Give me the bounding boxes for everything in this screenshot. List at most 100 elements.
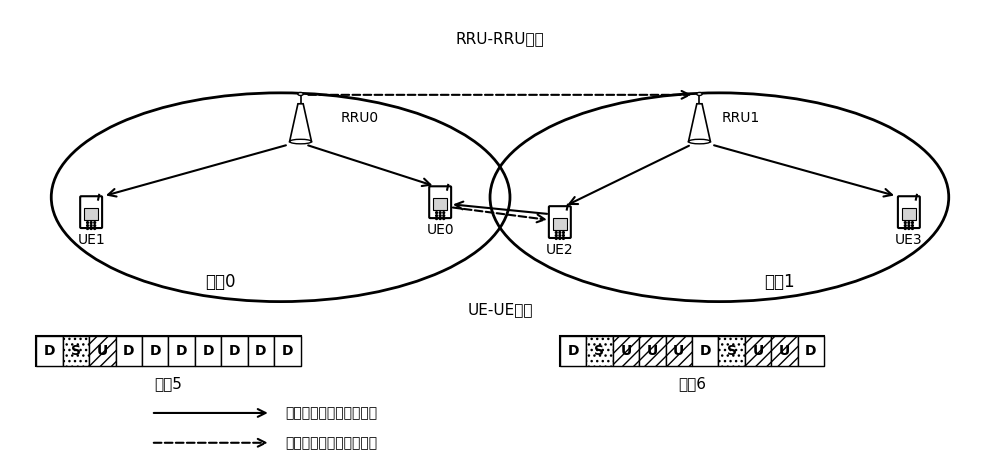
Text: D: D xyxy=(699,344,711,358)
Circle shape xyxy=(908,222,910,223)
Bar xyxy=(433,198,447,210)
Bar xyxy=(195,337,221,366)
FancyBboxPatch shape xyxy=(80,196,102,228)
Bar xyxy=(613,337,639,366)
Bar xyxy=(116,337,142,366)
Text: D: D xyxy=(229,344,240,358)
Bar xyxy=(36,337,63,366)
Circle shape xyxy=(443,215,445,217)
Bar xyxy=(560,337,824,366)
Text: D: D xyxy=(255,344,267,358)
Circle shape xyxy=(443,218,445,219)
Circle shape xyxy=(559,235,561,236)
Circle shape xyxy=(94,228,96,229)
Circle shape xyxy=(90,225,92,227)
Text: U: U xyxy=(673,344,684,358)
Polygon shape xyxy=(290,104,312,142)
Circle shape xyxy=(563,232,564,234)
Circle shape xyxy=(436,215,437,217)
Circle shape xyxy=(436,218,437,219)
Circle shape xyxy=(439,218,441,219)
Text: S: S xyxy=(594,344,604,358)
Text: D: D xyxy=(202,344,214,358)
Bar xyxy=(248,337,274,366)
Circle shape xyxy=(87,222,88,223)
Circle shape xyxy=(563,235,564,236)
Circle shape xyxy=(912,225,913,227)
FancyBboxPatch shape xyxy=(898,196,920,228)
Text: U: U xyxy=(647,344,658,358)
Text: U: U xyxy=(97,344,108,358)
Text: D: D xyxy=(44,344,55,358)
Text: U: U xyxy=(620,344,632,358)
Polygon shape xyxy=(688,104,710,142)
Text: 小区1: 小区1 xyxy=(764,273,795,291)
Circle shape xyxy=(90,228,92,229)
Circle shape xyxy=(559,232,561,234)
Text: UE-UE干扰: UE-UE干扰 xyxy=(467,302,533,317)
Bar xyxy=(692,337,718,366)
Text: 配的5: 配的5 xyxy=(154,377,182,392)
Circle shape xyxy=(555,232,557,234)
Circle shape xyxy=(87,228,88,229)
Text: UE0: UE0 xyxy=(426,223,454,237)
Text: 接入子帧期间的干扰信号: 接入子帧期间的干扰信号 xyxy=(286,436,378,450)
Circle shape xyxy=(87,225,88,227)
Circle shape xyxy=(904,222,906,223)
Ellipse shape xyxy=(298,93,303,95)
Bar xyxy=(798,337,824,366)
Text: 配的6: 配的6 xyxy=(678,377,706,392)
Text: S: S xyxy=(71,344,81,358)
Circle shape xyxy=(94,225,96,227)
Circle shape xyxy=(904,228,906,229)
Bar xyxy=(718,337,745,366)
Text: UE3: UE3 xyxy=(895,233,923,247)
FancyBboxPatch shape xyxy=(549,206,571,238)
Circle shape xyxy=(94,222,96,223)
Bar xyxy=(274,337,301,366)
FancyBboxPatch shape xyxy=(429,186,451,218)
Bar xyxy=(221,337,248,366)
Circle shape xyxy=(908,225,910,227)
Text: 接入子帧期间的期望信号: 接入子帧期间的期望信号 xyxy=(286,406,378,420)
Circle shape xyxy=(555,237,557,239)
Bar xyxy=(666,337,692,366)
Bar xyxy=(639,337,666,366)
Circle shape xyxy=(439,215,441,217)
Text: U: U xyxy=(752,344,764,358)
Bar xyxy=(84,208,98,219)
Ellipse shape xyxy=(688,139,710,144)
Text: S: S xyxy=(727,344,737,358)
Circle shape xyxy=(559,237,561,239)
Bar xyxy=(771,337,798,366)
Ellipse shape xyxy=(290,139,312,144)
Circle shape xyxy=(908,228,910,229)
Bar xyxy=(142,337,168,366)
Circle shape xyxy=(439,212,441,213)
Circle shape xyxy=(443,212,445,213)
Bar xyxy=(902,208,916,219)
Text: D: D xyxy=(805,344,817,358)
Text: U: U xyxy=(779,344,790,358)
Text: RRU-RRU干扰: RRU-RRU干扰 xyxy=(456,31,544,46)
Text: D: D xyxy=(123,344,135,358)
Circle shape xyxy=(563,237,564,239)
Text: RRU1: RRU1 xyxy=(721,111,760,125)
Circle shape xyxy=(912,222,913,223)
Bar xyxy=(560,337,586,366)
Text: D: D xyxy=(176,344,187,358)
Circle shape xyxy=(904,225,906,227)
Text: D: D xyxy=(149,344,161,358)
Text: RRU0: RRU0 xyxy=(340,111,379,125)
Circle shape xyxy=(555,235,557,236)
Text: 小区0: 小区0 xyxy=(206,273,236,291)
Text: D: D xyxy=(567,344,579,358)
Bar xyxy=(89,337,116,366)
Bar xyxy=(63,337,89,366)
Bar xyxy=(36,337,301,366)
Circle shape xyxy=(90,222,92,223)
Bar xyxy=(553,218,567,229)
Circle shape xyxy=(436,212,437,213)
Text: D: D xyxy=(282,344,293,358)
Text: UE2: UE2 xyxy=(546,243,574,257)
